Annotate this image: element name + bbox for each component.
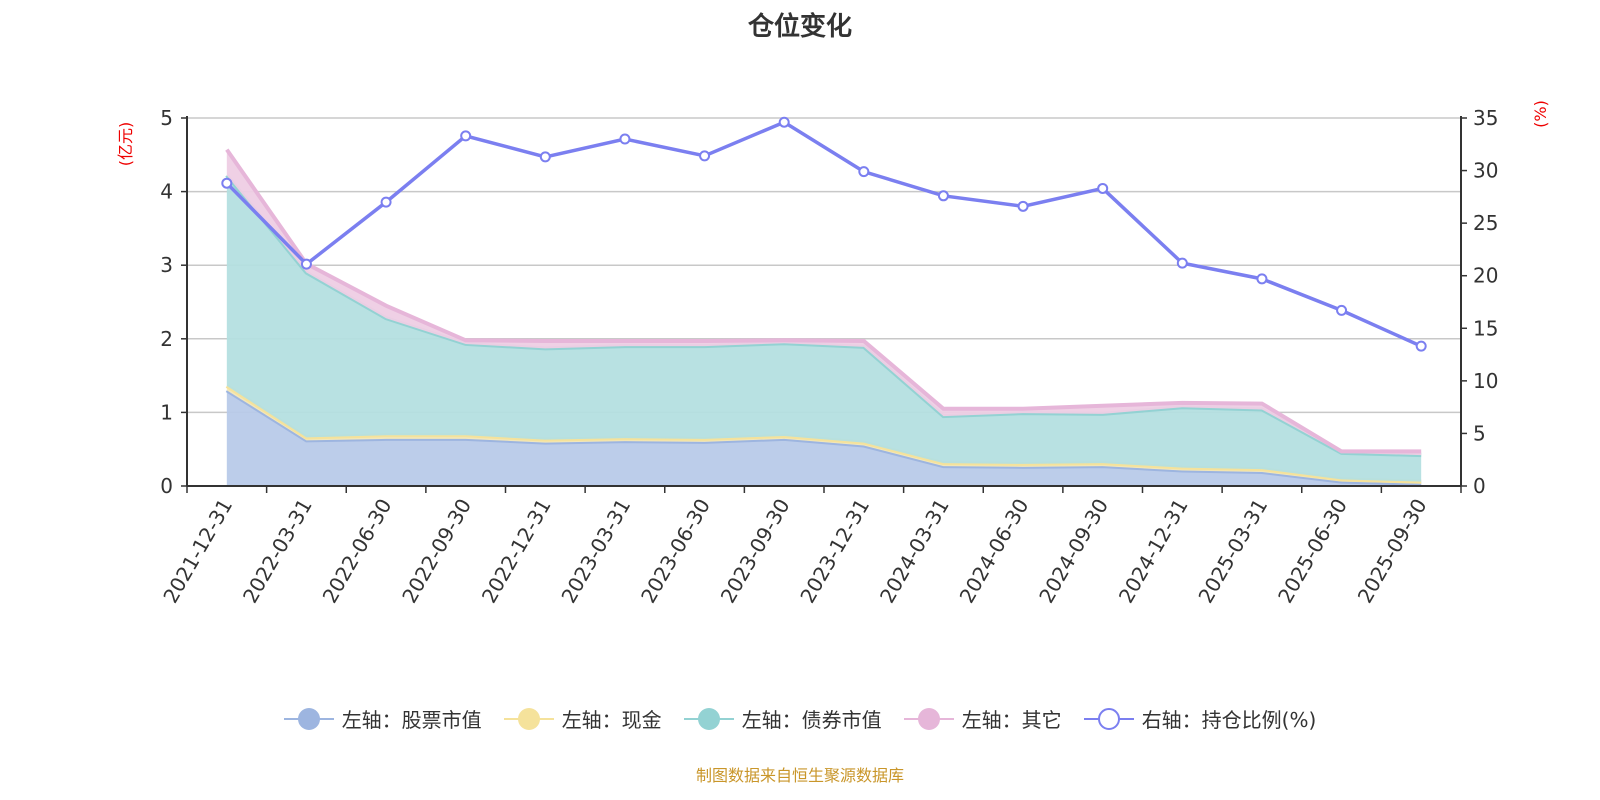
right-axis-unit: (%) xyxy=(1531,100,1550,128)
x-tick-label: 2022-06-30 xyxy=(317,495,396,608)
ratio-point xyxy=(539,151,551,163)
legend-item[interactable]: 左轴：其它 xyxy=(903,704,1062,733)
x-tick-label: 2022-03-31 xyxy=(238,495,317,608)
x-tick-label: 2023-06-30 xyxy=(636,495,715,608)
ratio-point xyxy=(1017,200,1029,212)
left-tick-label: 4 xyxy=(160,180,173,204)
legend-item[interactable]: 右轴：持仓比例(%) xyxy=(1083,704,1317,733)
x-tick-label: 2025-06-30 xyxy=(1273,495,1352,608)
legend-label: 左轴：债券市值 xyxy=(741,708,882,732)
right-tick-label: 10 xyxy=(1473,369,1498,393)
ratio-point xyxy=(1097,182,1109,194)
x-tick-label: 2022-09-30 xyxy=(397,495,476,608)
legend-item[interactable]: 左轴：股票市值 xyxy=(283,704,482,733)
left-tick-label: 2 xyxy=(160,327,173,351)
ratio-point xyxy=(1336,304,1348,316)
legend-label: 左轴：股票市值 xyxy=(341,708,482,732)
legend-item[interactable]: 左轴：现金 xyxy=(503,704,662,733)
ratio-point xyxy=(778,116,790,128)
x-tick-label: 2022-12-31 xyxy=(477,495,556,608)
left-tick-label: 1 xyxy=(160,400,173,424)
x-tick-label: 2024-12-31 xyxy=(1114,495,1193,608)
chart-title: 仓位变化 xyxy=(747,12,852,42)
legend-marker-icon xyxy=(283,706,334,732)
right-tick-label: 25 xyxy=(1473,211,1498,235)
area-0 xyxy=(226,390,1422,486)
x-tick-label: 2023-12-31 xyxy=(795,495,874,608)
ratio-line xyxy=(225,120,1422,348)
legend-marker-icon xyxy=(903,706,954,732)
x-tick-label: 2025-09-30 xyxy=(1353,495,1432,608)
right-tick-label: 30 xyxy=(1473,159,1498,183)
x-tick-label: 2025-03-31 xyxy=(1193,495,1272,608)
right-tick-label: 15 xyxy=(1473,316,1498,340)
ratio-point xyxy=(1256,273,1268,285)
left-tick-label: 0 xyxy=(160,474,173,498)
x-tick-label: 2024-03-31 xyxy=(875,495,954,608)
ratio-point xyxy=(300,258,312,270)
legend-marker-icon xyxy=(503,706,554,732)
legend-label: 右轴：持仓比例(%) xyxy=(1141,708,1317,732)
right-tick-label: 5 xyxy=(1473,421,1486,445)
area-2 xyxy=(226,175,1422,482)
ratio-point xyxy=(460,130,472,142)
left-axis-unit: (亿元) xyxy=(116,122,135,167)
right-tick-label: 20 xyxy=(1473,264,1498,288)
right-tick-label: 0 xyxy=(1473,474,1486,498)
x-tick-label: 2023-09-30 xyxy=(716,495,795,608)
x-tick-label: 2024-09-30 xyxy=(1034,495,1113,608)
ratio-point xyxy=(699,150,711,162)
ratio-point xyxy=(619,133,631,145)
x-tick-label: 2021-12-31 xyxy=(158,495,237,608)
legend-marker-icon xyxy=(683,706,734,732)
area-edge-3 xyxy=(225,148,1422,454)
right-tick-label: 35 xyxy=(1473,106,1498,130)
legend-marker-icon xyxy=(1083,706,1134,732)
ratio-point xyxy=(1415,340,1427,352)
x-tick-label: 2023-03-31 xyxy=(556,495,635,608)
left-tick-label: 5 xyxy=(160,106,173,130)
x-tick-label: 2024-06-30 xyxy=(954,495,1033,608)
left-tick-label: 3 xyxy=(160,253,173,277)
legend-label: 左轴：现金 xyxy=(561,708,662,732)
ratio-point xyxy=(858,166,870,178)
ratio-point xyxy=(221,177,233,189)
data-source-note: 制图数据来自恒生聚源数据库 xyxy=(695,766,904,785)
legend: 左轴：股票市值 左轴：现金 左轴：债券市值 左轴：其它 右轴：持仓比例(%) xyxy=(0,704,1600,733)
legend-item[interactable]: 左轴：债券市值 xyxy=(683,704,882,733)
ratio-point xyxy=(937,190,949,202)
ratio-point xyxy=(380,196,392,208)
legend-label: 左轴：其它 xyxy=(961,708,1062,732)
ratio-point xyxy=(1176,257,1188,269)
